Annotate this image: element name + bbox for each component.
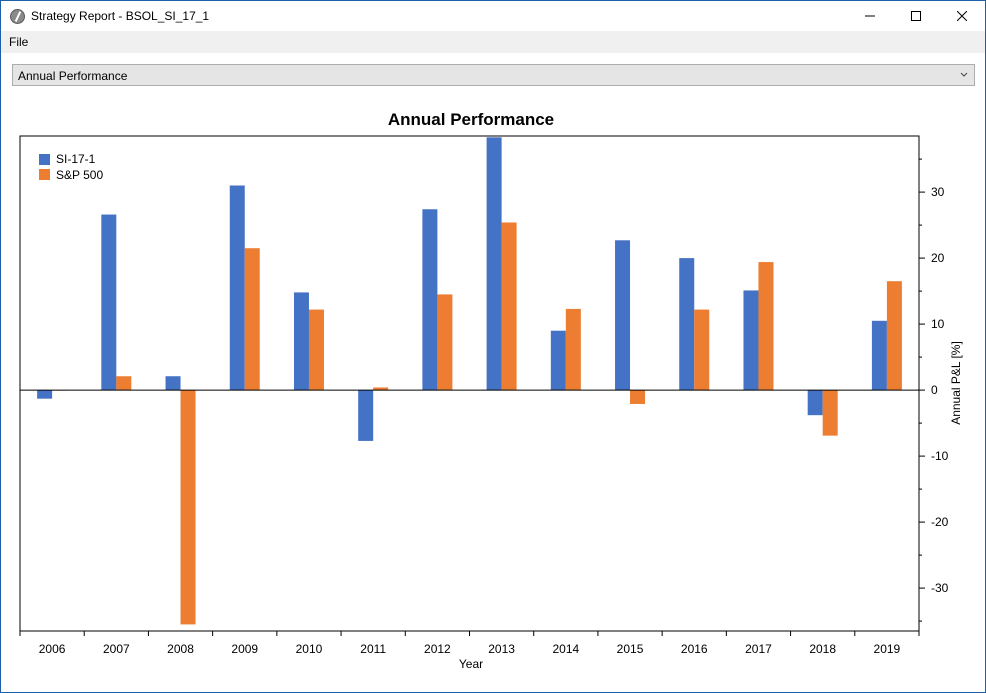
maximize-button[interactable] xyxy=(893,1,939,31)
bar-sp-500-2013 xyxy=(501,222,517,391)
bar-sp-500-2018 xyxy=(822,390,838,436)
x-axis-label: Year xyxy=(459,657,483,671)
bar-sp-500-2016 xyxy=(694,309,710,391)
legend-swatch-sp-500 xyxy=(39,169,50,180)
bar-si-17-1-2009 xyxy=(229,185,245,391)
bar-si-17-1-2017 xyxy=(743,290,759,391)
bar-sp-500-2007 xyxy=(116,376,132,391)
x-tick-label-2011: 2011 xyxy=(360,642,386,656)
bar-si-17-1-2018 xyxy=(807,390,823,416)
x-tick-label-2018: 2018 xyxy=(809,642,836,656)
title-bar[interactable]: Strategy Report - BSOL_SI_17_1 xyxy=(1,1,985,31)
x-tick-label-2006: 2006 xyxy=(39,642,66,656)
plot-frame xyxy=(19,135,920,632)
minimize-icon xyxy=(865,15,875,17)
legend-label-sp-500: S&P 500 xyxy=(56,168,103,182)
x-tick-label-2009: 2009 xyxy=(231,642,258,656)
bar-si-17-1-2011 xyxy=(358,390,374,441)
maximize-icon xyxy=(911,11,921,21)
bar-si-17-1-2013 xyxy=(486,137,502,391)
bar-si-17-1-2016 xyxy=(679,258,695,391)
bars-group xyxy=(37,137,902,625)
bar-sp-500-2017 xyxy=(758,262,774,391)
bar-sp-500-2011 xyxy=(373,387,389,391)
bar-sp-500-2014 xyxy=(565,308,581,391)
x-tick-label-2010: 2010 xyxy=(296,642,323,656)
y-tick-label: 20 xyxy=(931,251,945,265)
chevron-down-icon xyxy=(960,72,968,77)
bar-si-17-1-2015 xyxy=(615,240,631,391)
close-button[interactable] xyxy=(939,1,985,31)
bar-sp-500-2010 xyxy=(308,309,324,391)
chart-title: Annual Performance xyxy=(388,110,554,129)
minimize-button[interactable] xyxy=(847,1,893,31)
x-tick-label-2016: 2016 xyxy=(681,642,708,656)
bar-sp-500-2012 xyxy=(437,294,453,391)
chart-legend: SI-17-1 S&P 500 xyxy=(39,152,103,182)
report-view-selected: Annual Performance xyxy=(18,69,128,83)
window-title: Strategy Report - BSOL_SI_17_1 xyxy=(31,9,210,23)
menu-bar: File xyxy=(1,31,985,53)
y-tick-label: 10 xyxy=(931,317,945,331)
bar-si-17-1-2014 xyxy=(550,330,566,391)
y-tick-label: -20 xyxy=(931,515,949,529)
x-tick-label-2013: 2013 xyxy=(488,642,515,656)
bar-si-17-1-2007 xyxy=(101,214,117,391)
y-tick-label: -10 xyxy=(931,449,949,463)
x-tick-label-2014: 2014 xyxy=(552,642,579,656)
app-logo-icon xyxy=(10,9,25,24)
bar-si-17-1-2010 xyxy=(293,292,309,391)
close-icon xyxy=(957,11,967,21)
x-tick-label-2015: 2015 xyxy=(617,642,644,656)
legend-swatch-si-17-1 xyxy=(39,154,50,165)
x-tick-label-2007: 2007 xyxy=(103,642,130,656)
bar-si-17-1-2006 xyxy=(37,390,53,399)
menu-file[interactable]: File xyxy=(9,35,29,49)
bar-sp-500-2009 xyxy=(244,248,260,391)
y-tick-label: -30 xyxy=(931,581,949,595)
annual-performance-chart: Annual Performance 2006 2007 2008 2009 2010 2… xyxy=(19,110,963,671)
bar-sp-500-2008 xyxy=(180,390,196,625)
x-axis: 2006 2007 2008 2009 2010 2011 2012 2013 2014 2015… xyxy=(19,631,920,656)
y-tick-label: 0 xyxy=(931,383,938,397)
bar-si-17-1-2012 xyxy=(422,209,438,391)
y-tick-label: 30 xyxy=(931,185,945,199)
bar-si-17-1-2019 xyxy=(871,320,887,391)
report-view-dropdown[interactable]: Annual Performance xyxy=(12,64,975,86)
bar-sp-500-2019 xyxy=(886,281,902,391)
x-tick-label-2019: 2019 xyxy=(874,642,901,656)
bar-si-17-1-2008 xyxy=(165,376,181,391)
bar-sp-500-2015 xyxy=(630,390,646,404)
chart-area: Annual Performance 2006 2007 2008 2009 2010 2… xyxy=(1,101,985,691)
x-tick-label-2017: 2017 xyxy=(745,642,772,656)
x-tick-label-2008: 2008 xyxy=(167,642,194,656)
x-tick-label-2012: 2012 xyxy=(424,642,451,656)
legend-label-si-17-1: SI-17-1 xyxy=(56,152,96,166)
y-axis: -30 -20 -10 0 10 20 30 xyxy=(919,158,949,622)
y-axis-label: Annual P&L [%] xyxy=(949,341,963,425)
